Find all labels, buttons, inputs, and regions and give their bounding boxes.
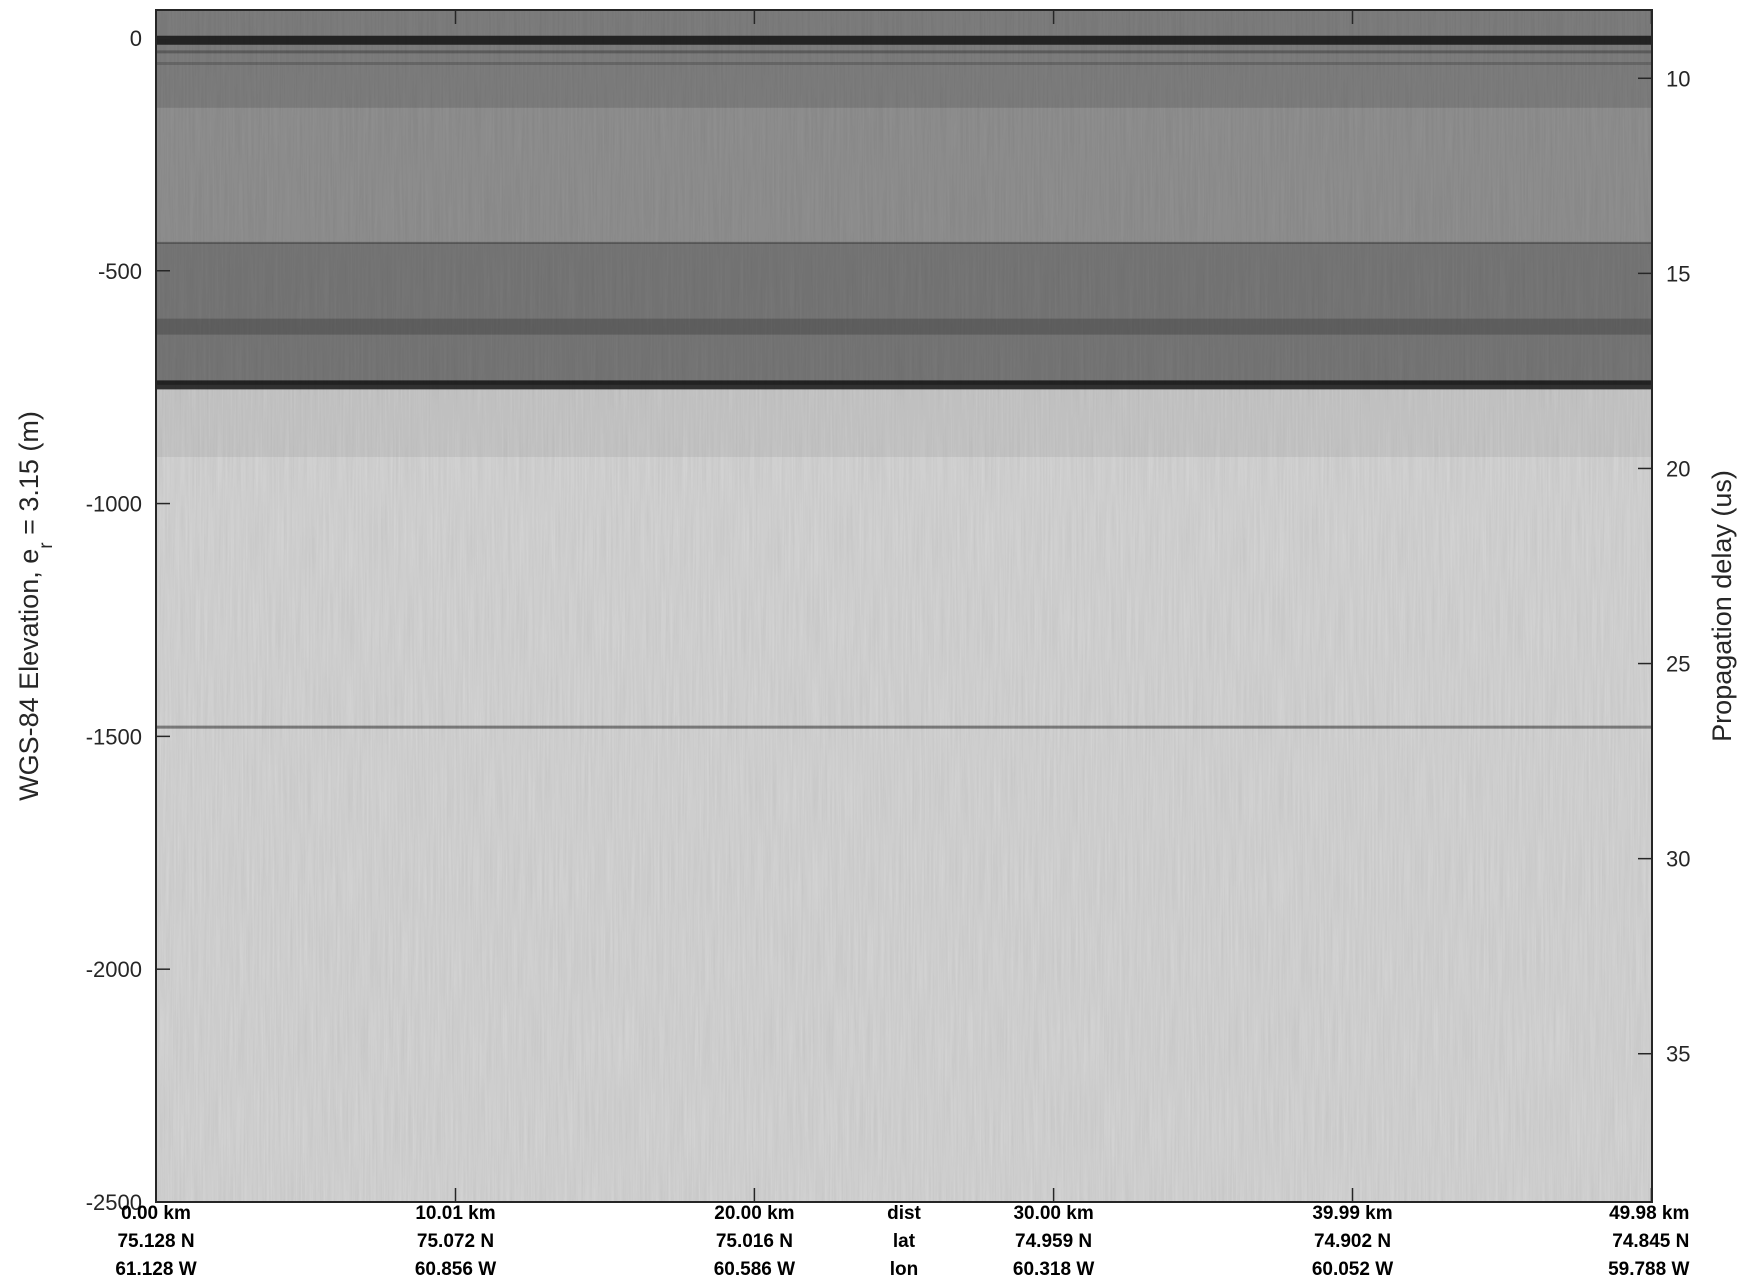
right-tick-label: 15 (1666, 261, 1690, 286)
right-tick-label: 35 (1666, 1042, 1690, 1067)
bottom-dist-label: 30.00 km (1013, 1203, 1093, 1224)
bottom-row-label: lon (890, 1259, 919, 1280)
left-axis-title-subscript: r (36, 542, 57, 549)
bottom-lon-label: 60.318 W (1013, 1259, 1094, 1280)
right-tick-label: 25 (1666, 652, 1690, 677)
bottom-lon-label: 59.788 W (1608, 1259, 1689, 1280)
bottom-dist-label: 49.98 km (1609, 1203, 1689, 1224)
left-tick-label: 0 (130, 26, 142, 51)
echogram-bands (156, 10, 1652, 457)
echogram-band (156, 10, 1652, 108)
bottom-lat-label: 74.902 N (1314, 1231, 1391, 1252)
bottom-lat-label: 74.959 N (1015, 1231, 1092, 1252)
bottom-lon-label: 61.128 W (115, 1259, 196, 1280)
plot-frame (155, 9, 1653, 1203)
left-axis-title-tail: = 3.15 (m) (14, 411, 44, 542)
left-axis-title: WGS-84 Elevation, er = 3.15 (m) (14, 411, 57, 801)
bottom-lat-label: 75.072 N (417, 1231, 494, 1252)
bottom-lat-label: 75.016 N (716, 1231, 793, 1252)
bottom-lon-label: 60.052 W (1312, 1259, 1393, 1280)
left-elevation-axis: 0 -500 -1000 -1500 -2000 -2500 (86, 26, 170, 1215)
bottom-lat-label: 74.845 N (1612, 1231, 1689, 1252)
bottom-dist-label: 0.00 km (121, 1203, 191, 1224)
left-tick-label: -500 (98, 259, 142, 284)
right-delay-axis: 10 15 20 25 30 35 (1638, 66, 1690, 1067)
left-tick-label: -2000 (86, 957, 142, 982)
right-axis-title: Propagation delay (us) (1707, 470, 1737, 742)
bottom-lat-label: 75.128 N (117, 1231, 194, 1252)
bottom-lon-label: 60.586 W (714, 1259, 795, 1280)
right-tick-label: 10 (1666, 66, 1690, 91)
echogram-band (156, 384, 1652, 457)
bottom-dist-label: 20.00 km (714, 1203, 794, 1224)
bottom-lon-label: 60.856 W (415, 1259, 496, 1280)
right-tick-label: 30 (1666, 847, 1690, 872)
echogram-band (156, 10, 1652, 243)
echogram-band (156, 242, 1652, 385)
echogram-reflectors (156, 35, 1652, 729)
left-tick-label: -2500 (86, 1190, 142, 1215)
bottom-dist-label: 39.99 km (1312, 1203, 1392, 1224)
bottom-dist-label: 10.01 km (415, 1203, 495, 1224)
left-tick-label: -1500 (86, 724, 142, 749)
bottom-row-label: dist (887, 1203, 921, 1224)
bottom-distance-axis: 0.00 km 75.128 N 61.128 W 10.01 km 75.072 N 6… (115, 10, 1689, 1280)
bottom-row-label: lat (893, 1231, 916, 1252)
echogram-image (156, 10, 1652, 1202)
left-axis-title-main: WGS-84 Elevation, e (14, 549, 44, 801)
right-tick-label: 20 (1666, 456, 1690, 481)
echogram-noise-texture (156, 10, 1652, 1202)
left-tick-label: -1000 (86, 492, 142, 517)
